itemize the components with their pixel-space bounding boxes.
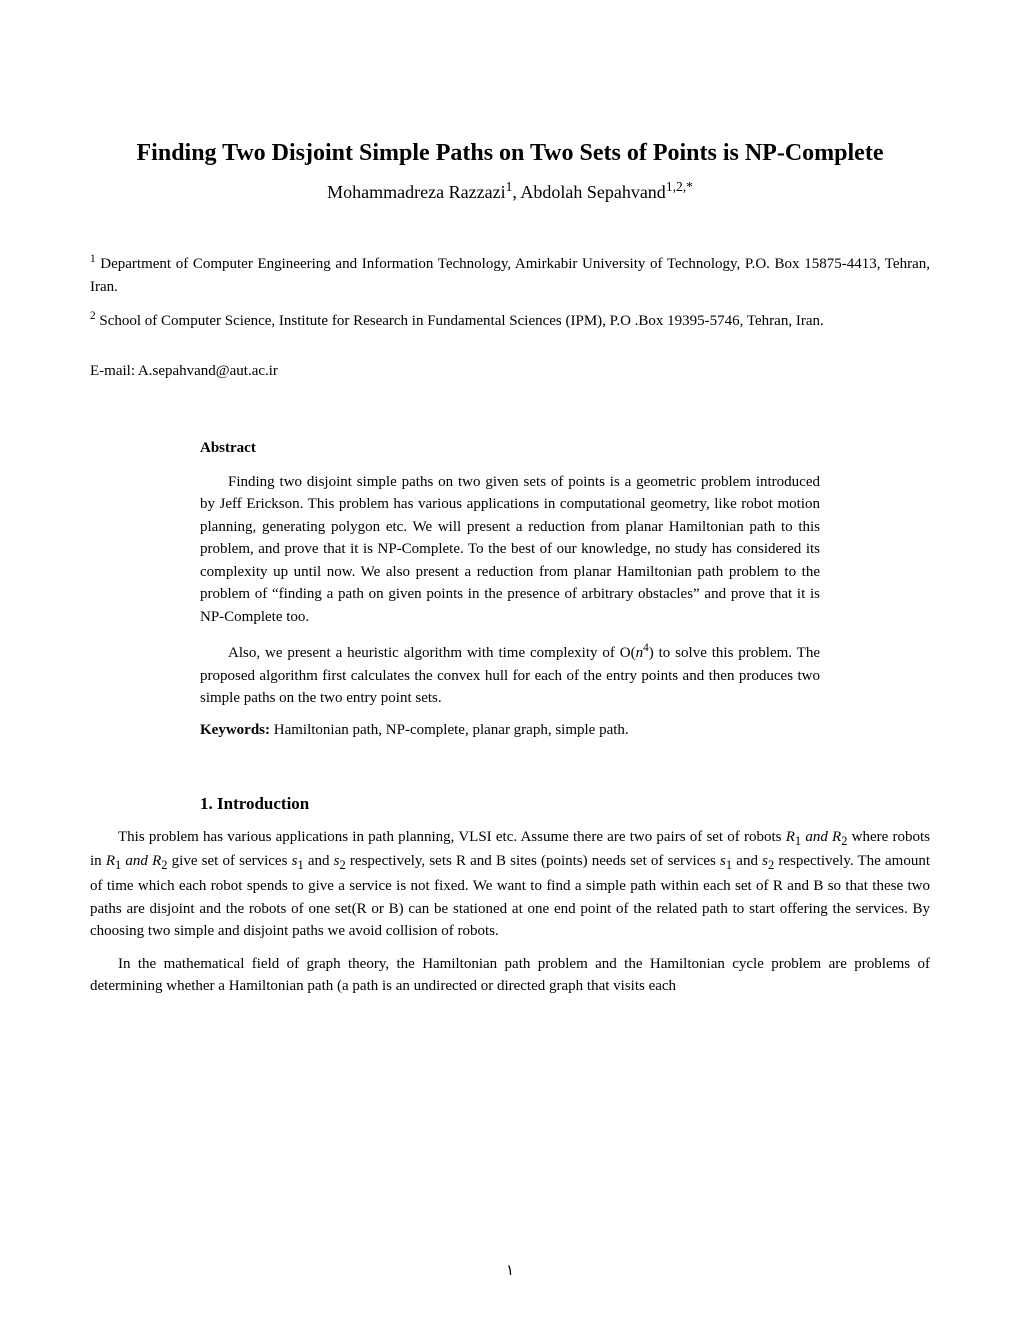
intro-paragraph-1: This problem has various applications in… (90, 826, 930, 943)
abstract-heading: Abstract (200, 440, 820, 457)
page-number: ۱ (0, 1261, 1020, 1280)
abstract-paragraph-1: Finding two disjoint simple paths on two… (200, 471, 820, 629)
affiliation-1: 1 Department of Computer Engineering and… (90, 251, 930, 298)
intro-paragraph-2: In the mathematical field of graph theor… (90, 953, 930, 998)
keywords-text: Hamiltonian path, NP-complete, planar gr… (270, 722, 629, 738)
affiliation-2: 2 School of Computer Science, Institute … (90, 308, 930, 333)
paper-title: Finding Two Disjoint Simple Paths on Two… (90, 140, 930, 167)
keywords-line: Keywords: Hamiltonian path, NP-complete,… (200, 722, 820, 739)
paper-authors: Mohammadreza Razzazi1, Abdolah Sepahvand… (90, 179, 930, 203)
abstract-block: Abstract Finding two disjoint simple pat… (200, 440, 820, 739)
abstract-paragraph-2: Also, we present a heuristic algorithm w… (200, 640, 820, 710)
keywords-label: Keywords: (200, 722, 270, 738)
corresponding-email: E-mail: A.sepahvand@aut.ac.ir (90, 363, 930, 380)
section-1-heading: 1. Introduction (200, 794, 930, 814)
